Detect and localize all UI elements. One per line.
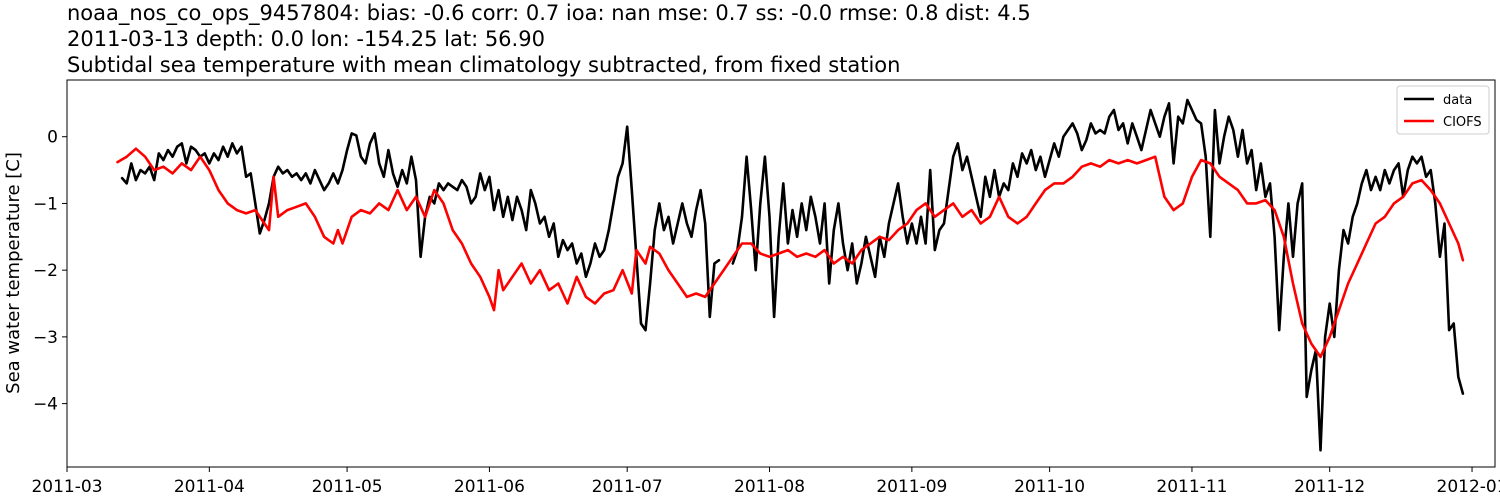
x-tick-label: 2011-03 <box>31 477 102 497</box>
x-tick-label: 2011-07 <box>592 477 663 497</box>
x-tick-label: 2012-01 <box>1437 477 1500 497</box>
title-line-stats: noaa_nos_co_ops_9457804: bias: -0.6 corr… <box>67 1 1031 25</box>
x-tick-label: 2011-08 <box>734 477 805 497</box>
y-tick-label: −4 <box>33 395 58 415</box>
title-line-description: Subtidal sea temperature with mean clima… <box>67 53 901 77</box>
chart-title: noaa_nos_co_ops_9457804: bias: -0.6 corr… <box>67 0 1487 78</box>
y-tick-label: 0 <box>47 128 58 148</box>
y-tick-label: −1 <box>33 194 58 214</box>
x-tick-label: 2011-10 <box>1014 477 1085 497</box>
x-tick-label: 2011-04 <box>174 477 245 497</box>
legend: data CIOFS <box>1396 85 1490 135</box>
x-tick-label: 2011-09 <box>876 477 947 497</box>
plot-frame <box>66 79 1496 468</box>
legend-label-data: data <box>1443 93 1472 108</box>
x-axis: 2011-03 2011-04 2011-05 2011-06 2011-07 2011-… <box>31 467 1500 497</box>
series-line-data <box>120 98 1465 452</box>
x-tick-label: 2011-05 <box>312 477 383 497</box>
series-layer <box>116 98 1465 452</box>
y-tick-label: −2 <box>33 261 58 281</box>
x-tick-label: 2011-12 <box>1294 477 1365 497</box>
title-line-location: 2011-03-13 depth: 0.0 lon: -154.25 lat: … <box>67 27 545 51</box>
x-tick-label: 2011-11 <box>1156 477 1227 497</box>
series-line-ciofs <box>116 147 1465 359</box>
y-tick-label: −3 <box>33 328 58 348</box>
legend-label-ciofs: CIOFS <box>1443 115 1482 130</box>
y-axis: 0 −1 −2 −3 −4 <box>33 128 67 415</box>
x-tick-label: 2011-06 <box>454 477 525 497</box>
y-axis-label: Sea water temperature [C] <box>3 152 24 394</box>
